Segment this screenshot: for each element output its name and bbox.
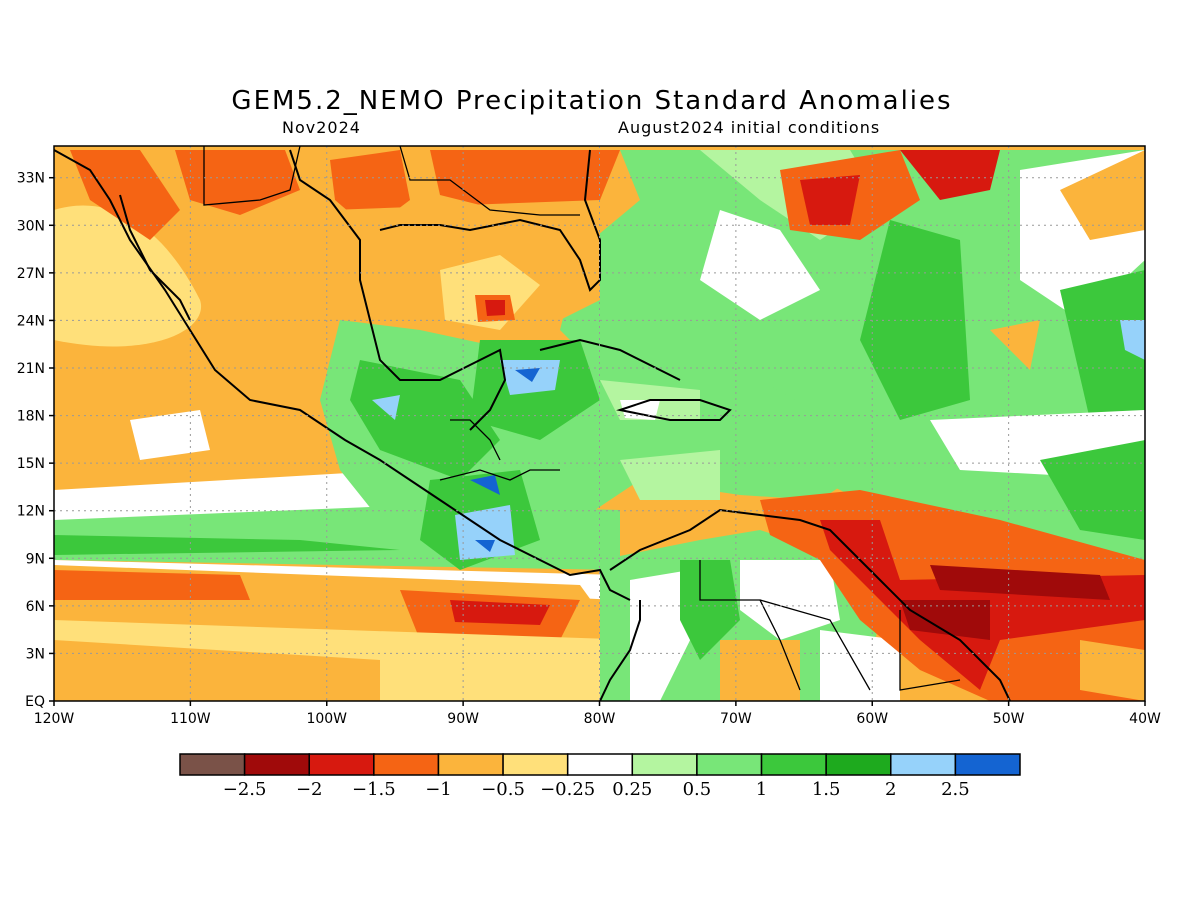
initial-conditions: August2024 initial conditions [618,118,881,137]
y-tick-label: 18N [17,409,45,425]
colorbar-swatch [308,753,375,776]
colorbar-swatch [825,753,892,776]
y-tick-label: 33N [17,171,45,187]
colorbar-label: −2 [296,779,323,800]
colorbar-swatch [954,753,1021,776]
page-title: GEM5.2_NEMO Precipitation Standard Anoma… [231,86,953,116]
y-tick-label: 6N [26,599,45,615]
x-tick-label: 50W [993,711,1025,727]
colorbar-swatch [890,753,957,776]
y-tick-label: 15N [17,456,45,472]
colorbar-swatch [502,753,569,776]
country-borders [203,146,961,691]
y-tick-label: 30N [17,218,45,234]
colorbar-swatch [437,753,504,776]
colorbar-swatch [760,753,827,776]
colorbar-swatch [373,753,440,776]
x-tick-label: 40W [1129,711,1161,727]
colorbar-label: −0.25 [540,779,595,800]
colorbar-label: −1.5 [352,779,396,800]
anomaly-field [54,146,1145,701]
colorbar-label: 1 [756,779,767,800]
y-tick-label: 27N [17,266,45,282]
x-axis: 120W 110W 100W 90W 80W 70W 60W 50W 40W [34,701,1161,727]
coastlines [54,149,1011,701]
x-tick-label: 100W [306,711,347,727]
x-tick-label: 90W [447,711,479,727]
y-axis: EQ 3N 6N 9N 12N 15N 18N 21N 24N 27N 30N 33N [17,171,54,710]
colorbar-label: 2.5 [941,779,970,800]
y-tick-label: 24N [17,313,45,329]
x-tick-label: 70W [720,711,752,727]
colorbar: −2.5 −2 −1.5 −1 −0.5 −0.25 0.25 0.5 1 1.5 2 2.5 [179,753,1021,800]
colorbar-label: 2 [885,779,896,800]
x-tick-label: 120W [34,711,75,727]
colorbar-label: −1 [425,779,452,800]
gridlines [54,146,1145,701]
y-tick-label: 12N [17,504,45,520]
y-tick-label: 21N [17,361,45,377]
colorbar-label: 1.5 [812,779,841,800]
forecast-month: Nov2024 [282,118,361,137]
y-tick-label: 9N [26,551,45,567]
colorbar-label: −0.5 [481,779,525,800]
colorbar-swatch [566,753,634,776]
x-tick-label: 60W [856,711,888,727]
y-tick-label: 3N [26,646,45,662]
colorbar-swatch [179,753,246,776]
colorbar-swatch [243,753,310,776]
colorbar-label: 0.5 [683,779,712,800]
colorbar-label: 0.25 [612,779,652,800]
colorbar-swatch [631,753,698,776]
colorbar-swatch [696,753,763,776]
colorbar-label: −2.5 [223,779,267,800]
x-tick-label: 80W [584,711,616,727]
x-tick-label: 110W [170,711,211,727]
y-tick-label: EQ [25,694,45,710]
